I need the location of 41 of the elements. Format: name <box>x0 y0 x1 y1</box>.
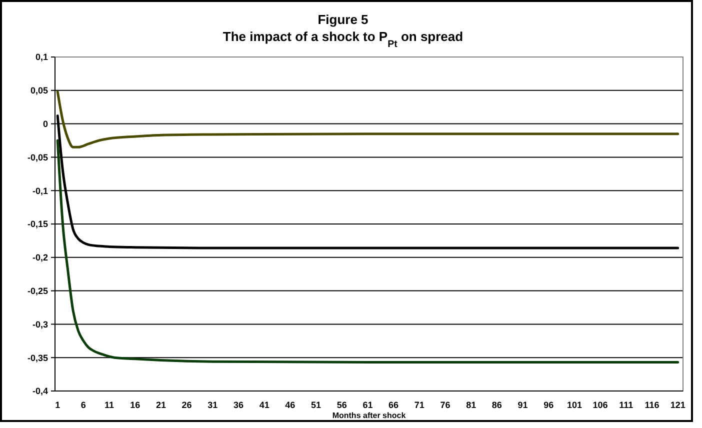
x-tick-label: 111 <box>619 400 634 410</box>
x-tick-label: 16 <box>130 400 140 410</box>
x-tick-label: 71 <box>414 400 424 410</box>
x-tick-label: 11 <box>104 400 114 410</box>
y-tick-label: -0,1 <box>32 186 48 196</box>
y-tick-label: -0,25 <box>27 286 48 296</box>
x-tick-label: 26 <box>182 400 192 410</box>
x-tick-label: 6 <box>80 400 86 410</box>
x-tick-label: 61 <box>362 400 373 410</box>
x-tick-label: 56 <box>336 400 347 410</box>
y-tick-label: -0,4 <box>32 386 48 396</box>
x-tick-label: 46 <box>285 400 296 410</box>
y-tick-label: -0,2 <box>32 252 48 263</box>
x-tick-label: 121 <box>670 400 686 410</box>
y-tick-label: 0,1 <box>35 52 48 62</box>
x-tick-label: 81 <box>466 400 476 410</box>
x-tick-label: 86 <box>492 400 502 410</box>
x-tick-label: 91 <box>518 400 528 410</box>
x-tick-label: 106 <box>592 400 608 410</box>
y-tick-label: 0,05 <box>30 86 48 96</box>
y-tick-label: -0,3 <box>32 319 48 330</box>
x-tick-label: 101 <box>566 400 582 410</box>
x-tick-label: 31 <box>208 400 218 410</box>
x-axis-title: Months after shock <box>332 411 406 420</box>
line-series <box>56 90 680 148</box>
x-tick-label: 21 <box>156 400 166 410</box>
y-tick-label: -0,35 <box>27 352 48 363</box>
chart-title: Figure 5 <box>318 12 368 27</box>
x-tick-label: 96 <box>544 400 554 410</box>
y-tick-label: 0 <box>42 118 48 129</box>
chart-subtitle: The impact of a shock to P$_{Pt}$ on spread <box>222 29 464 50</box>
x-tick-label: 36 <box>233 400 244 410</box>
x-tick-label: 41 <box>259 400 270 410</box>
y-tick-label: -0,15 <box>27 219 48 230</box>
x-tick-label: 76 <box>440 400 450 410</box>
x-tick-label: 1 <box>55 400 60 410</box>
x-tick-label: 116 <box>644 400 660 410</box>
line-series <box>56 139 680 364</box>
x-tick-label: 51 <box>311 400 322 410</box>
y-tick-label: -0,05 <box>27 152 48 162</box>
x-tick-label: 66 <box>388 400 399 410</box>
